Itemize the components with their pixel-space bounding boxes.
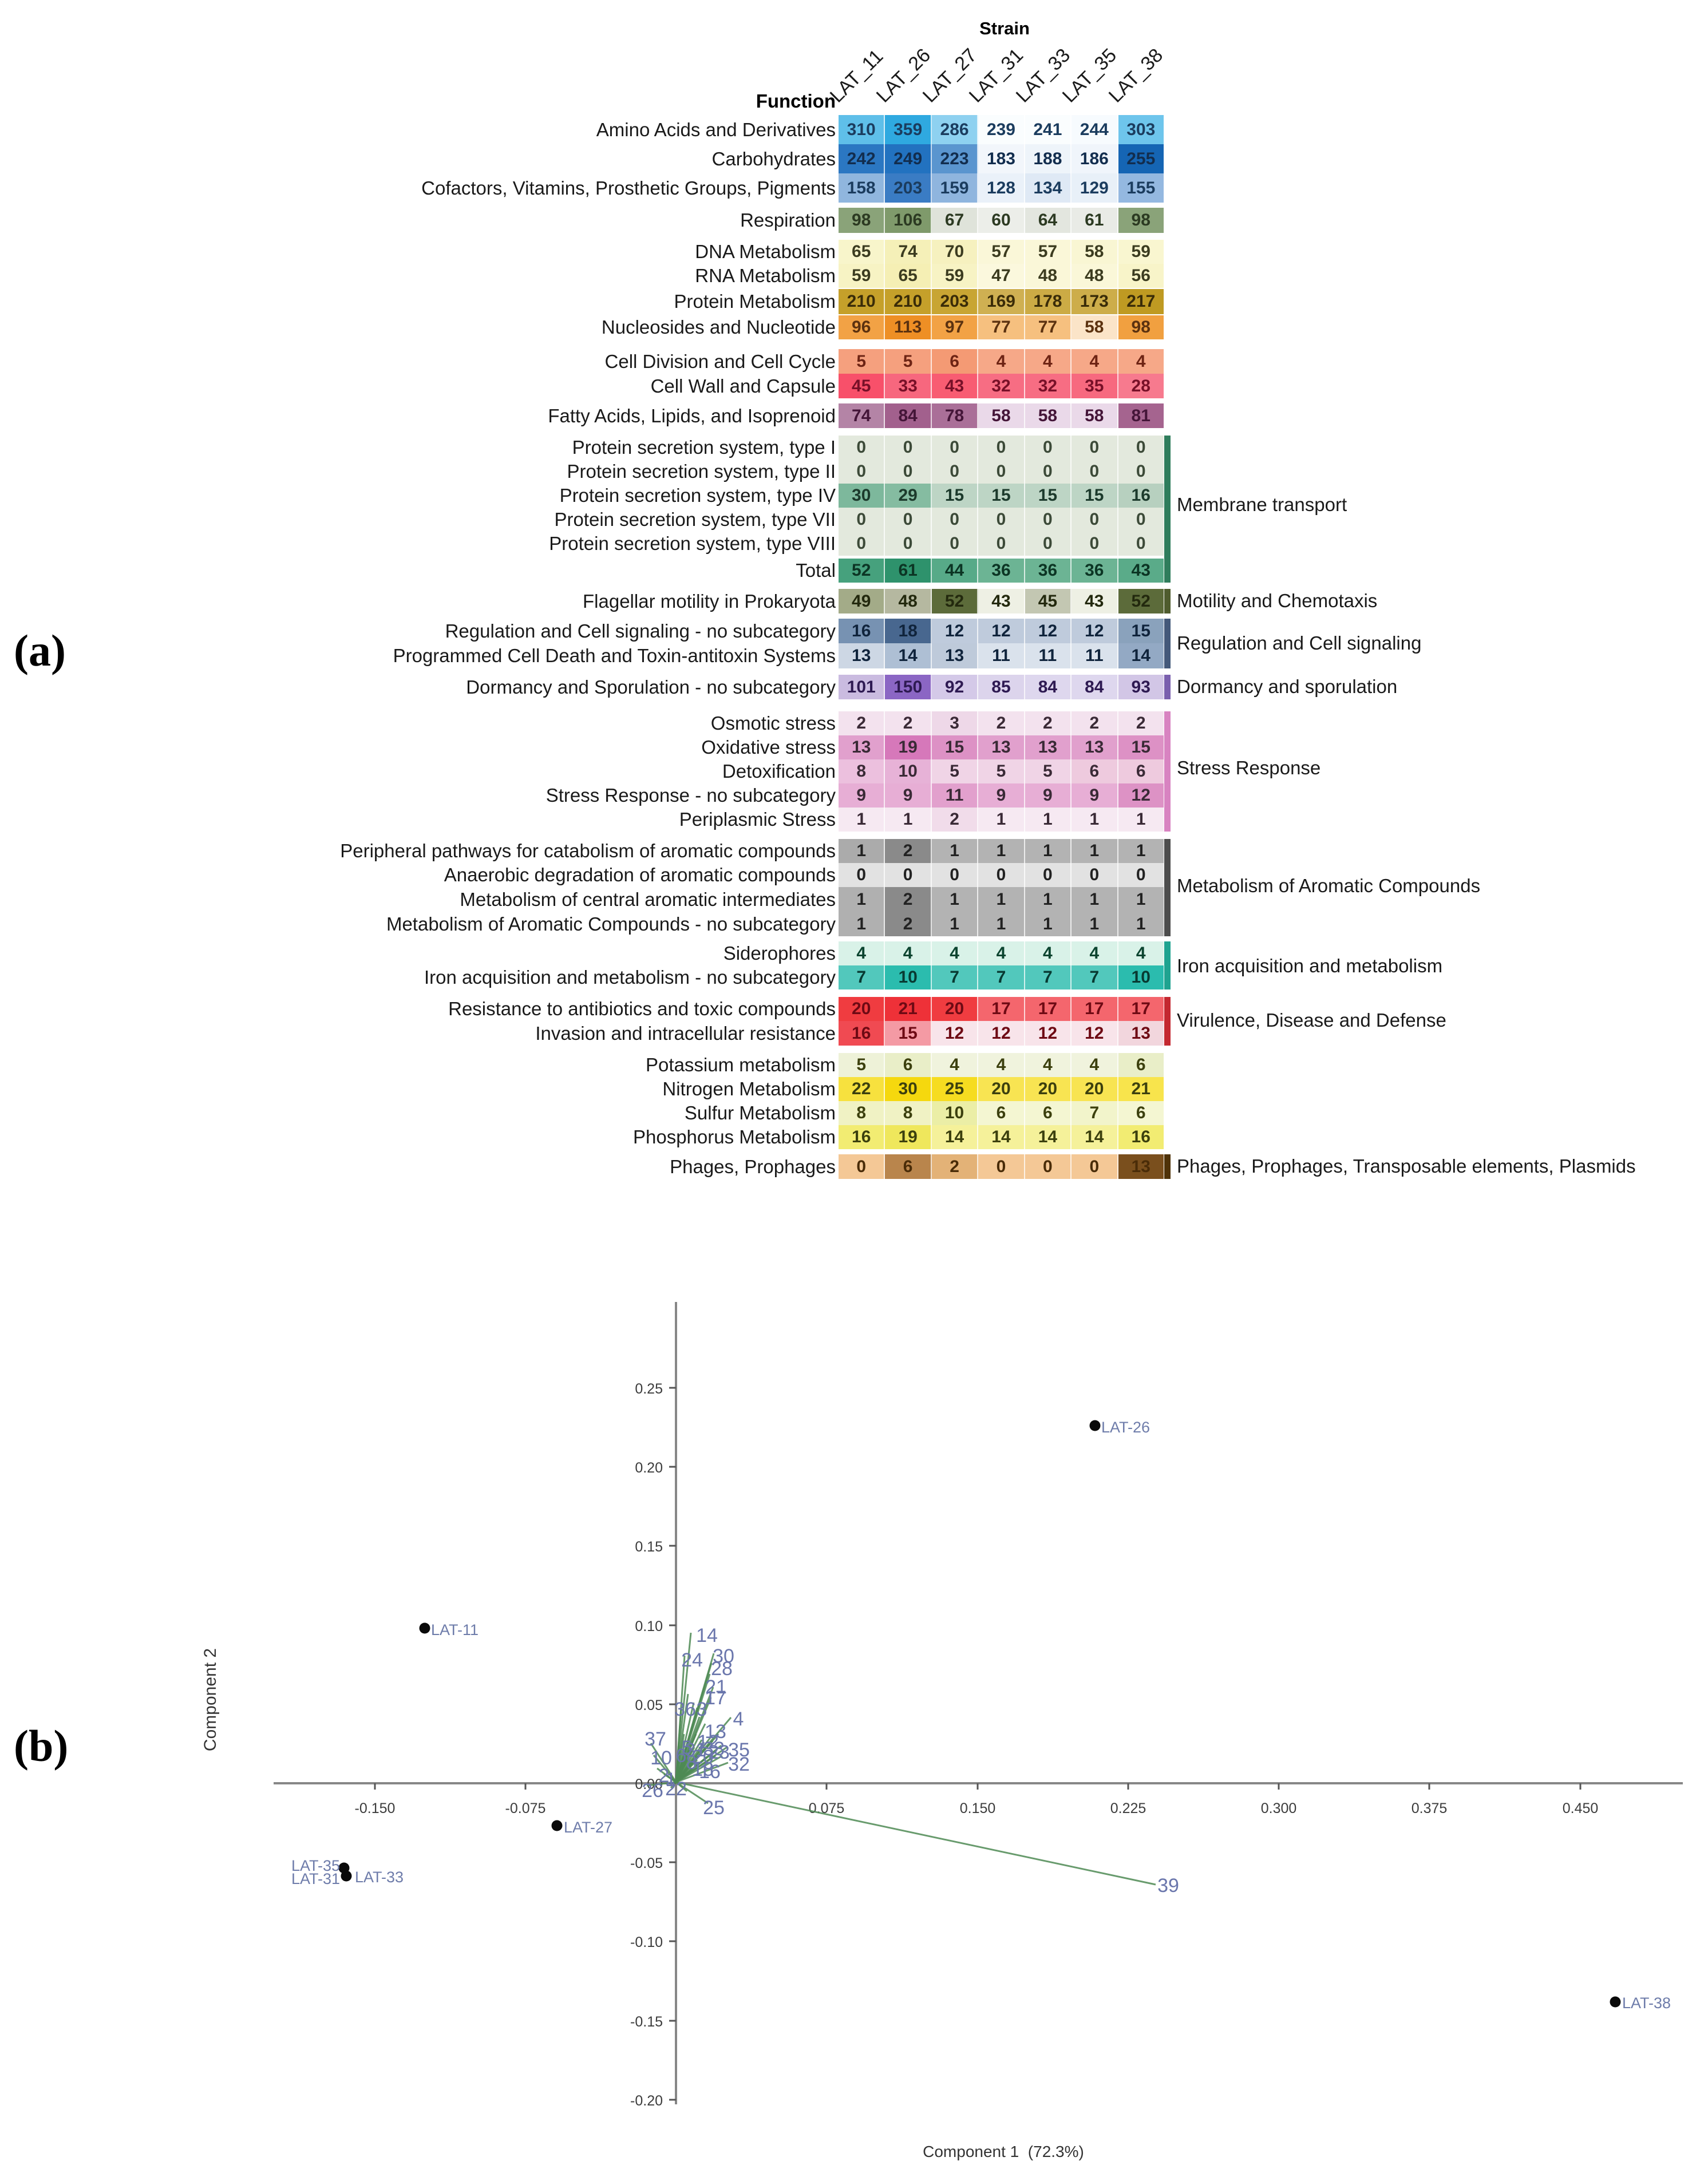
svg-text:LAT-26: LAT-26 [1101, 1419, 1150, 1436]
svg-text:0.375: 0.375 [1412, 1800, 1448, 1816]
svg-text:20: 20 [692, 1746, 714, 1768]
svg-text:Component 2: Component 2 [201, 1648, 220, 1751]
svg-text:8: 8 [686, 1752, 697, 1774]
svg-text:LAT-38: LAT-38 [1622, 1994, 1671, 2012]
svg-text:0.20: 0.20 [635, 1460, 663, 1476]
svg-text:0.450: 0.450 [1563, 1800, 1599, 1816]
svg-text:LAT-31: LAT-31 [291, 1870, 340, 1887]
svg-text:21: 21 [705, 1676, 727, 1698]
svg-text:35: 35 [728, 1739, 750, 1761]
svg-text:39: 39 [1157, 1875, 1179, 1897]
svg-text:1: 1 [666, 1769, 677, 1791]
svg-text:2: 2 [659, 1765, 670, 1787]
svg-text:LAT-27: LAT-27 [564, 1819, 612, 1836]
svg-text:32: 32 [728, 1754, 750, 1775]
svg-text:-0.05: -0.05 [630, 1855, 663, 1871]
svg-text:Component 1 (72.3%): Component 1 (72.3%) [923, 2143, 1084, 2160]
svg-text:4: 4 [733, 1708, 744, 1730]
svg-text:24: 24 [681, 1649, 703, 1671]
svg-text:28: 28 [711, 1658, 733, 1680]
svg-text:-0.15: -0.15 [630, 2014, 663, 2030]
svg-text:18: 18 [692, 1759, 714, 1780]
svg-text:22: 22 [665, 1778, 687, 1800]
svg-text:30: 30 [713, 1645, 734, 1667]
svg-text:31: 31 [685, 1739, 706, 1761]
svg-text:0.25: 0.25 [635, 1381, 663, 1397]
svg-text:17: 17 [705, 1687, 726, 1709]
svg-text:5: 5 [682, 1737, 693, 1759]
svg-text:13: 13 [705, 1721, 726, 1743]
svg-text:0.150: 0.150 [960, 1800, 996, 1816]
svg-text:LAT-33: LAT-33 [355, 1869, 404, 1886]
svg-text:LAT-11: LAT-11 [431, 1621, 479, 1638]
svg-text:-0.10: -0.10 [630, 1934, 663, 1950]
svg-text:-0.075: -0.075 [505, 1800, 546, 1816]
svg-text:25: 25 [703, 1797, 725, 1819]
svg-text:33: 33 [703, 1738, 725, 1760]
svg-text:37: 37 [645, 1728, 666, 1750]
svg-text:0.225: 0.225 [1110, 1800, 1146, 1816]
svg-text:12: 12 [697, 1731, 719, 1753]
svg-text:-0.20: -0.20 [630, 2093, 663, 2109]
svg-text:-0.150: -0.150 [355, 1800, 396, 1816]
svg-text:0.15: 0.15 [635, 1539, 663, 1555]
svg-text:0.10: 0.10 [635, 1618, 663, 1634]
svg-text:16: 16 [699, 1761, 721, 1783]
svg-text:LAT-35: LAT-35 [291, 1857, 340, 1874]
svg-text:23: 23 [708, 1741, 730, 1763]
svg-text:6: 6 [676, 1745, 687, 1767]
svg-text:10: 10 [650, 1747, 672, 1769]
svg-text:3: 3 [697, 1699, 707, 1720]
svg-text:14: 14 [696, 1625, 718, 1646]
svg-text:0.300: 0.300 [1261, 1800, 1297, 1816]
svg-text:26: 26 [642, 1780, 663, 1802]
svg-text:0.05: 0.05 [635, 1697, 663, 1713]
svg-text:36: 36 [674, 1699, 696, 1720]
